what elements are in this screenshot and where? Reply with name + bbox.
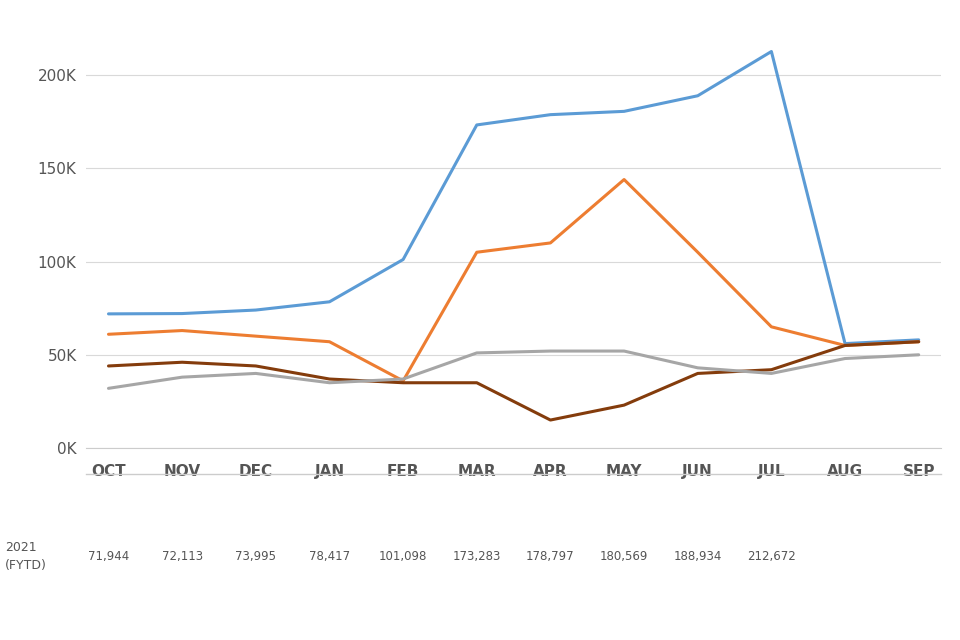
Text: 73,995: 73,995: [235, 550, 276, 563]
Text: 180,569: 180,569: [600, 550, 648, 563]
Text: 71,944: 71,944: [88, 550, 130, 563]
Text: 173,283: 173,283: [452, 550, 501, 563]
Text: 78,417: 78,417: [309, 550, 350, 563]
Text: 188,934: 188,934: [674, 550, 722, 563]
Text: 178,797: 178,797: [526, 550, 575, 563]
Text: 2021
(FYTD): 2021 (FYTD): [5, 541, 47, 572]
Text: 101,098: 101,098: [379, 550, 427, 563]
Text: 212,672: 212,672: [747, 550, 796, 563]
Text: 72,113: 72,113: [161, 550, 203, 563]
